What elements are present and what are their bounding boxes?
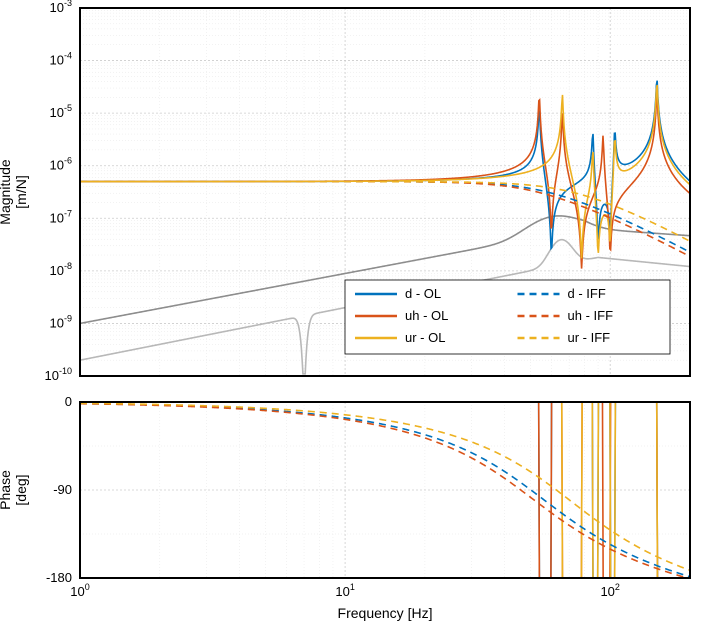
mag-ytick: 10-3 xyxy=(50,0,72,15)
mag-ytick: 10-4 xyxy=(50,51,72,68)
phase-xtick: 100 xyxy=(70,582,89,599)
d-ol-mag xyxy=(80,81,690,249)
phase-ytick: -90 xyxy=(53,482,72,497)
legend-label: d - OL xyxy=(405,286,441,301)
mag-ytick: 10-7 xyxy=(50,208,72,225)
phase-ytick: -180 xyxy=(46,570,72,585)
magnitude-panel: 10-10 10-9 10-8 10-7 10-6 10-5 10-4 10-3 Magnitu… xyxy=(0,0,690,383)
bode-plot-svg: 10-10 10-9 10-8 10-7 10-6 10-5 10-4 10-3 Magnitu… xyxy=(0,0,703,625)
mag-ytick: 10-6 xyxy=(50,156,72,173)
phase-ytick: 0 xyxy=(65,394,72,409)
chart-container: 10-10 10-9 10-8 10-7 10-6 10-5 10-4 10-3 Magnitu… xyxy=(0,0,703,625)
mag-ytick: 10-8 xyxy=(50,261,72,278)
legend-label: uh - IFF xyxy=(568,308,614,323)
phase-panel: -180 -90 0 Phase[deg] 100 101 102 Frequency [Hz… xyxy=(0,394,690,621)
mag-ytick: 10-10 xyxy=(45,366,72,383)
legend-label: d - IFF xyxy=(568,286,606,301)
phase-ylabel: Phase[deg] xyxy=(0,470,29,510)
phase-xtick: 102 xyxy=(600,582,619,599)
legend-label: uh - OL xyxy=(405,308,448,323)
legend-label: ur - OL xyxy=(405,330,445,345)
legend: d - OL uh - OL ur - OL d - IFF uh - IFF ur - … xyxy=(345,280,670,354)
phase-xtick: 101 xyxy=(335,582,354,599)
legend-label: ur - IFF xyxy=(568,330,611,345)
mag-ytick: 10-5 xyxy=(50,103,72,120)
mag-ytick: 10-9 xyxy=(50,313,72,330)
phase-xlabel: Frequency [Hz] xyxy=(338,605,433,621)
mag-ylabel: Magnitude[m/N] xyxy=(0,159,29,225)
